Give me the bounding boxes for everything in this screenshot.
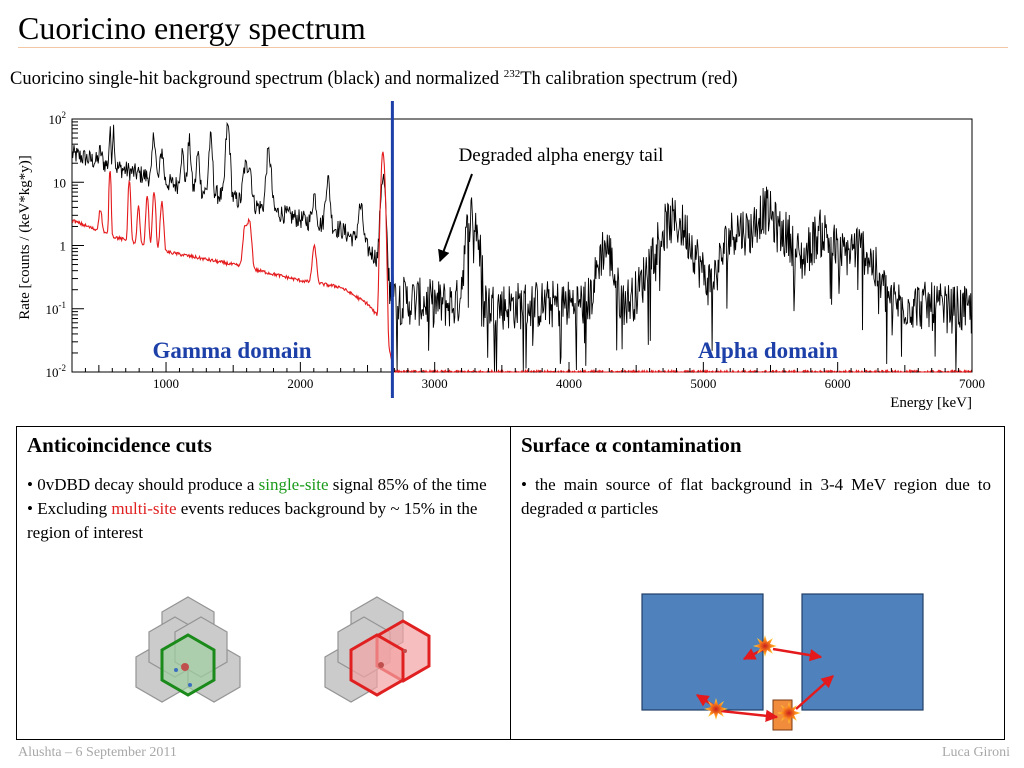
bullet-text: signal 85% of the time — [328, 475, 487, 494]
y-tick-label: 1 — [60, 239, 67, 254]
y-tick-label: 102 — [49, 110, 67, 127]
x-tick-label: 2000 — [287, 376, 313, 391]
gamma-domain-label: Gamma domain — [152, 338, 311, 363]
annotation-arrow — [438, 173, 473, 263]
y-axis-ticks: 102 10 1 10-1 10-2 — [46, 110, 84, 380]
single-site-bullet: • 0vDBD decay should produce a single-si… — [27, 473, 497, 497]
x-tick-label: 6000 — [825, 376, 851, 391]
y-tick-label: 10-1 — [46, 300, 67, 317]
caption-text-end: Th calibration spectrum (red) — [520, 69, 738, 90]
surface-contamination-box: Surface α contamination • the main sourc… — [511, 427, 1004, 739]
single-site-tower-illustration — [135, 596, 241, 703]
x-tick-label: 7000 — [959, 376, 985, 391]
spectrum-series-2 — [71, 151, 973, 374]
energy-spectrum-chart: 1000 2000 3000 4000 5000 6000 700010210110-110… — [17, 101, 985, 411]
slide-title: Cuoricino energy spectrum — [18, 10, 366, 46]
x-tick-label: 5000 — [690, 376, 716, 391]
alpha-source-burst — [704, 635, 801, 724]
multi-site-tower-illustration — [324, 596, 431, 703]
y-axis-label: Rate [counts / (keV*kg*y)] — [17, 155, 33, 320]
x-axis-label: Energy [keV] — [890, 395, 972, 411]
x-tick-label: 4000 — [556, 376, 582, 391]
multi-site-bullet: • Excluding multi-site events reduces ba… — [27, 497, 497, 545]
info-boxes: Anticoincidence cuts • 0vDBD decay shoul… — [16, 426, 1005, 740]
left-crystal-block — [641, 593, 764, 711]
anticoincidence-text: • 0vDBD decay should produce a single-si… — [27, 473, 497, 545]
bullet-text: • 0vDBD decay should produce a — [27, 475, 259, 494]
degraded-alpha-annotation: Degraded alpha energy tail — [459, 145, 664, 166]
surface-contamination-title: Surface α contamination — [521, 433, 742, 457]
anticoincidence-box: Anticoincidence cuts • 0vDBD decay shoul… — [17, 427, 511, 739]
y-tick-label: 10 — [53, 175, 66, 190]
title-divider — [18, 47, 1008, 48]
surface-contamination-text: • the main source of flat background in … — [521, 475, 991, 518]
crystal-tower-illustrations — [135, 596, 431, 703]
bullet-text: events reduces background by ~ 15% in th… — [27, 499, 478, 542]
x-axis-ticks: 1000 2000 3000 4000 5000 6000 7000 — [84, 362, 985, 391]
footer-event: Alushta – 6 September 2011 — [18, 745, 177, 760]
right-crystal-block — [801, 593, 924, 711]
footer-author: Luca Gironi — [941, 745, 1010, 760]
alpha-domain-label: Alpha domain — [698, 338, 838, 363]
chart-caption: Cuoricino single-hit background spectrum… — [10, 68, 738, 90]
surface-alpha-illustration — [641, 593, 924, 731]
anticoincidence-title: Anticoincidence cuts — [27, 433, 212, 457]
spectrum-series-1 — [71, 121, 973, 373]
y-tick-label: 10-2 — [46, 363, 67, 380]
multi-site-highlight: multi-site — [111, 499, 177, 518]
caption-text-start: Cuoricino single-hit background spectrum… — [10, 69, 504, 90]
x-tick-label: 3000 — [422, 376, 448, 391]
caption-isotope-mass: 232 — [503, 68, 521, 80]
bullet-text: • Excluding — [27, 499, 112, 518]
x-tick-label: 1000 — [153, 376, 179, 391]
single-site-highlight: single-site — [258, 475, 329, 494]
